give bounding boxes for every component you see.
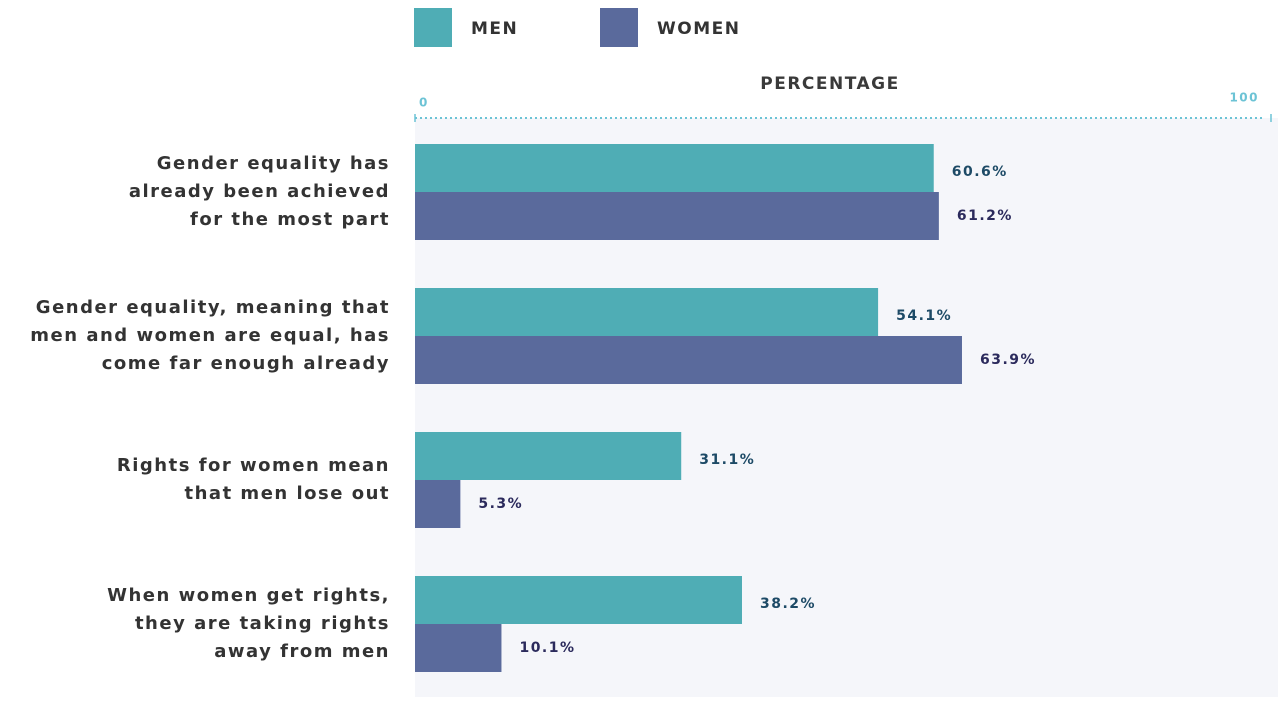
legend-swatch <box>600 8 638 47</box>
category-label: already been achieved <box>129 181 390 202</box>
legend-swatch <box>414 8 452 47</box>
x-tick-label: 100 <box>1229 91 1259 105</box>
category-label: away from men <box>214 641 390 662</box>
bar <box>415 480 461 528</box>
x-axis-title: PERCENTAGE <box>760 74 899 94</box>
category-label: Gender equality has <box>157 153 390 174</box>
x-tick-label: 0 <box>419 96 429 110</box>
bar <box>415 288 879 336</box>
value-label: 61.2% <box>957 208 1013 224</box>
value-label: 5.3% <box>478 496 523 512</box>
category-label: When women get rights, <box>107 585 390 606</box>
value-label: 54.1% <box>896 308 952 324</box>
value-label: 31.1% <box>699 452 755 468</box>
bar <box>415 576 742 624</box>
category-label: men and women are equal, has <box>30 325 390 346</box>
bar <box>415 144 934 192</box>
legend-label: WOMEN <box>657 19 740 39</box>
bar <box>415 624 502 672</box>
legend-label: MEN <box>471 19 518 39</box>
category-label: for the most part <box>190 209 390 230</box>
category-label: come far enough already <box>102 353 390 374</box>
category-label: Gender equality, meaning that <box>36 297 390 318</box>
bar <box>415 336 962 384</box>
value-label: 38.2% <box>760 596 816 612</box>
category-label: they are taking rights <box>135 613 390 634</box>
bar <box>415 432 682 480</box>
value-label: 10.1% <box>519 640 575 656</box>
category-label: Rights for women mean <box>117 455 390 476</box>
value-label: 60.6% <box>952 164 1008 180</box>
bar <box>415 192 939 240</box>
category-label: that men lose out <box>185 483 391 504</box>
value-label: 63.9% <box>980 352 1036 368</box>
